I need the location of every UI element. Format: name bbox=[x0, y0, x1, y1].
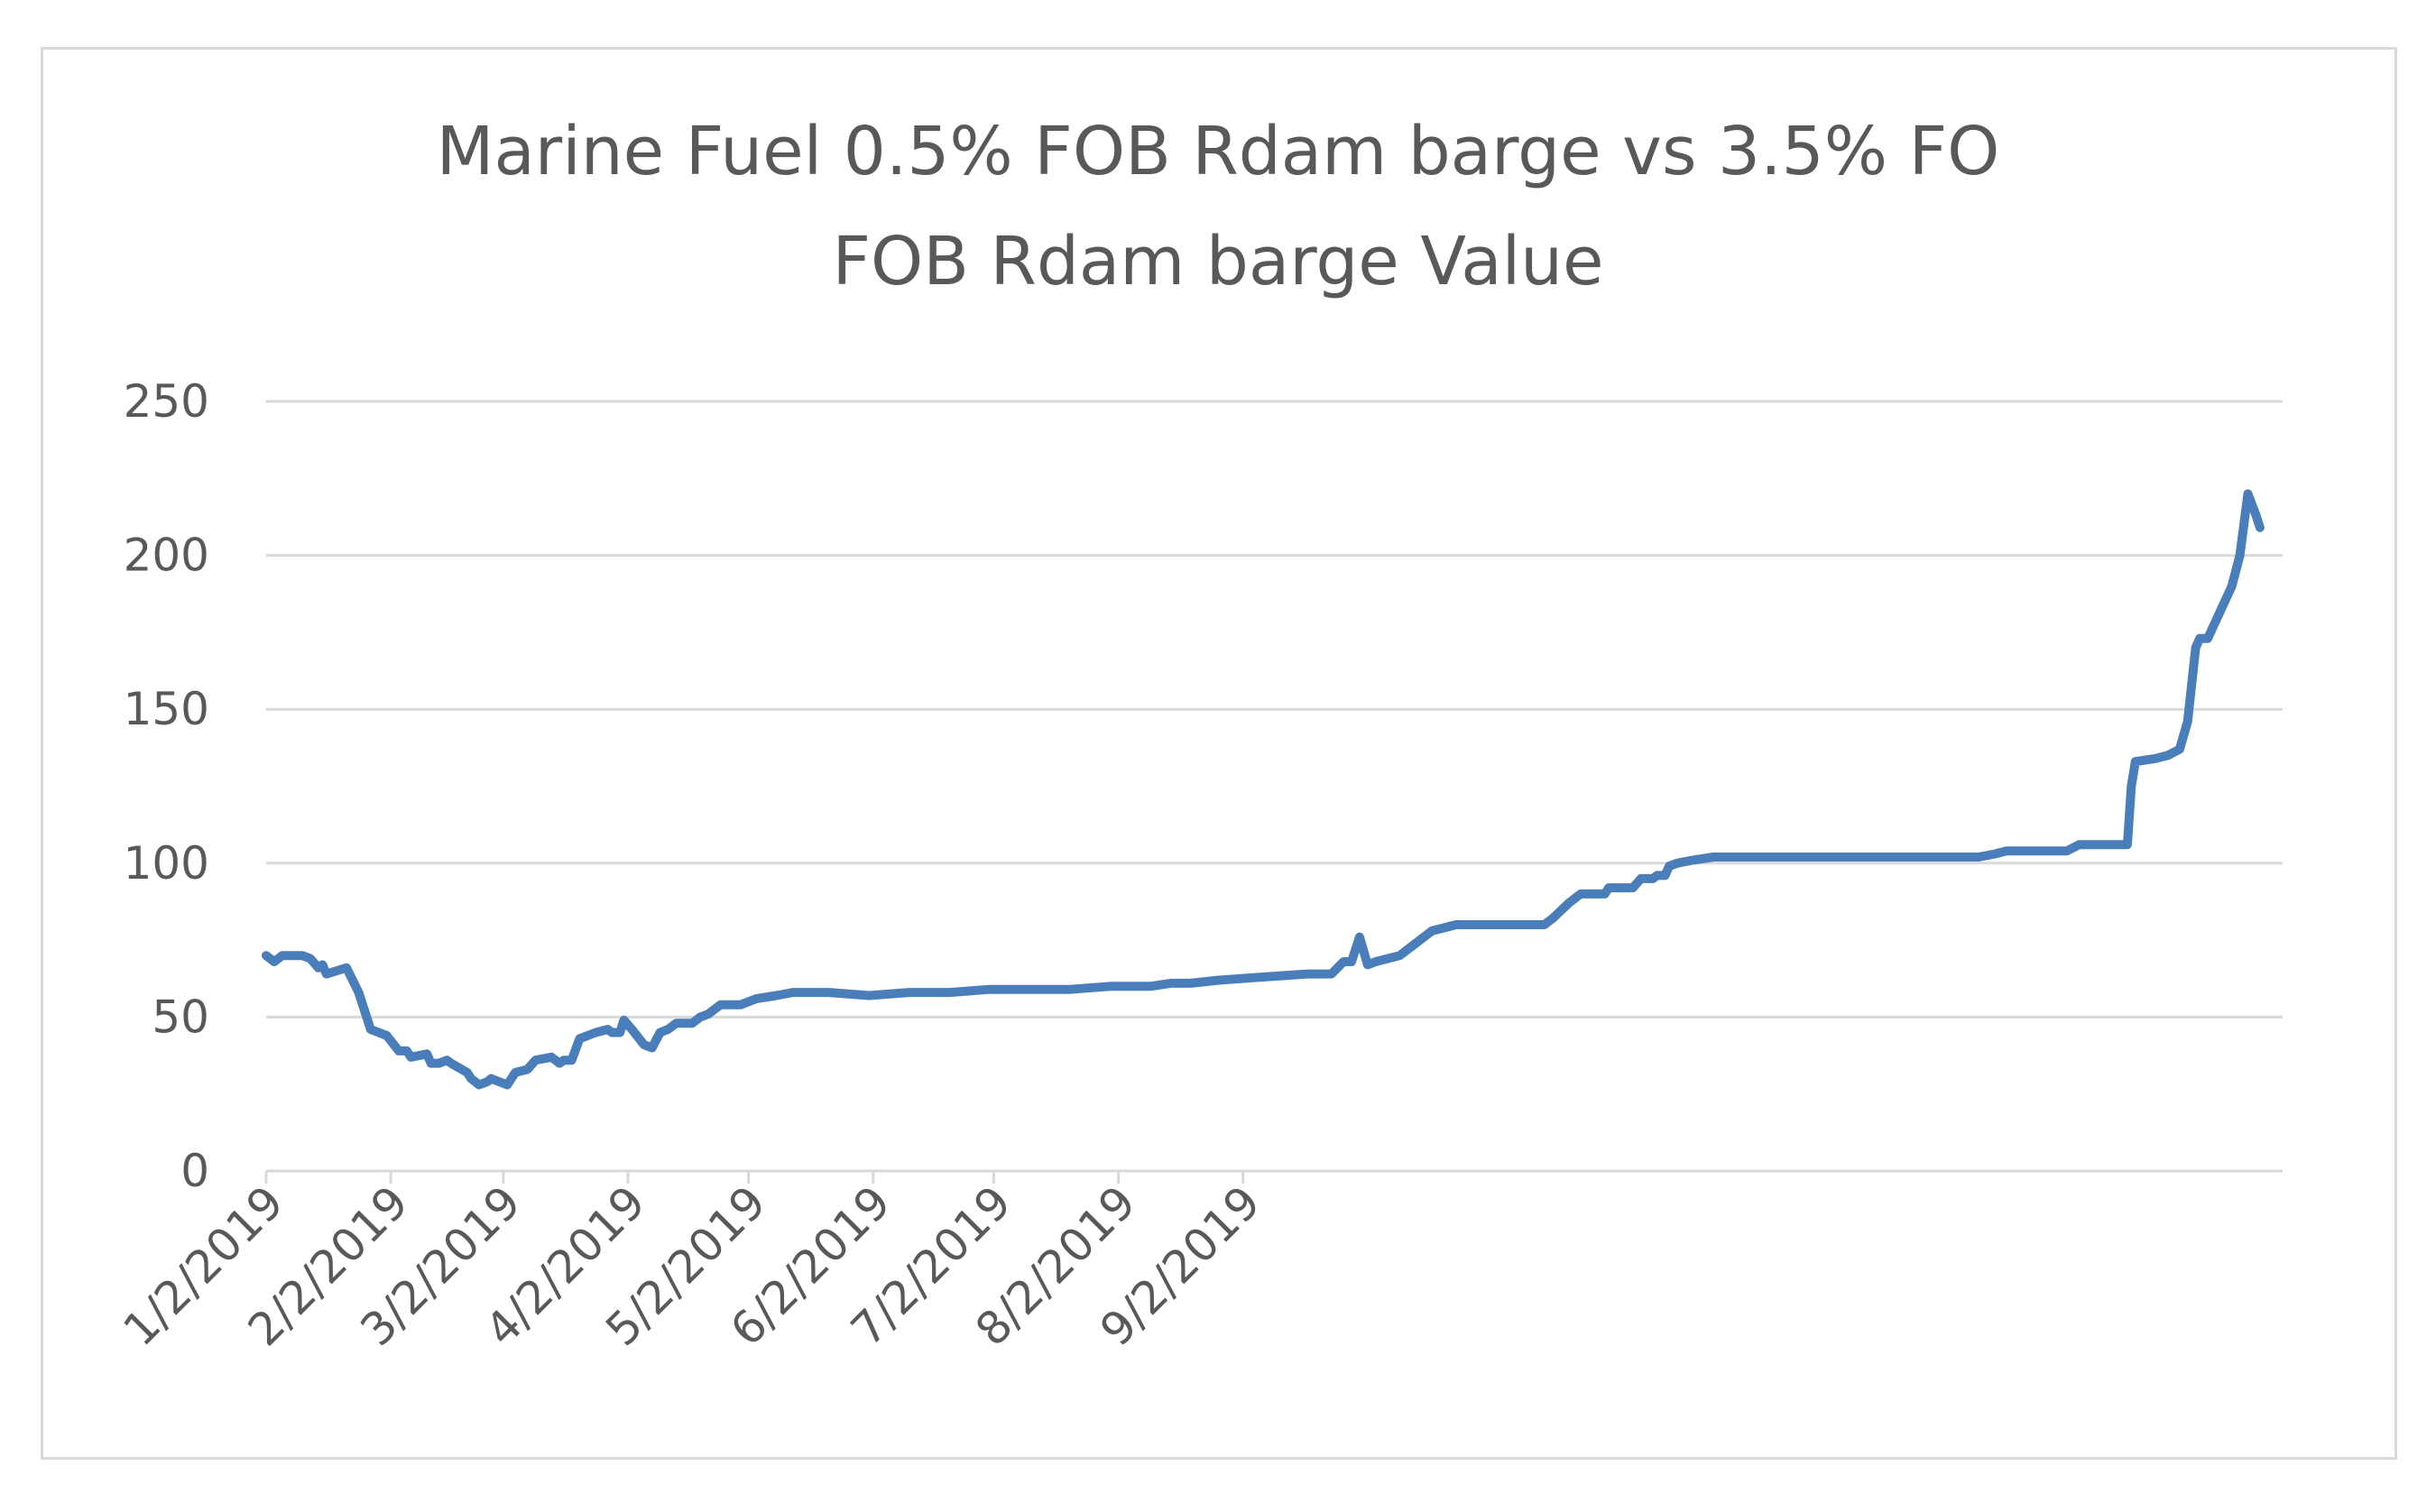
chart-title-line-1: Marine Fuel 0.5% FOB Rdam barge vs 3.5% … bbox=[436, 113, 2000, 190]
y-tick-label-150: 150 bbox=[124, 683, 209, 735]
y-tick-label-0: 0 bbox=[180, 1145, 209, 1197]
y-tick-label-250: 250 bbox=[124, 375, 209, 428]
chart-title-line-2: FOB Rdam barge Value bbox=[832, 223, 1604, 300]
y-tick-label-100: 100 bbox=[124, 837, 209, 890]
y-tick-label-200: 200 bbox=[124, 530, 209, 582]
series-line bbox=[262, 489, 2265, 1090]
y-tick-label-50: 50 bbox=[152, 991, 209, 1043]
chart-area bbox=[41, 47, 2397, 1460]
